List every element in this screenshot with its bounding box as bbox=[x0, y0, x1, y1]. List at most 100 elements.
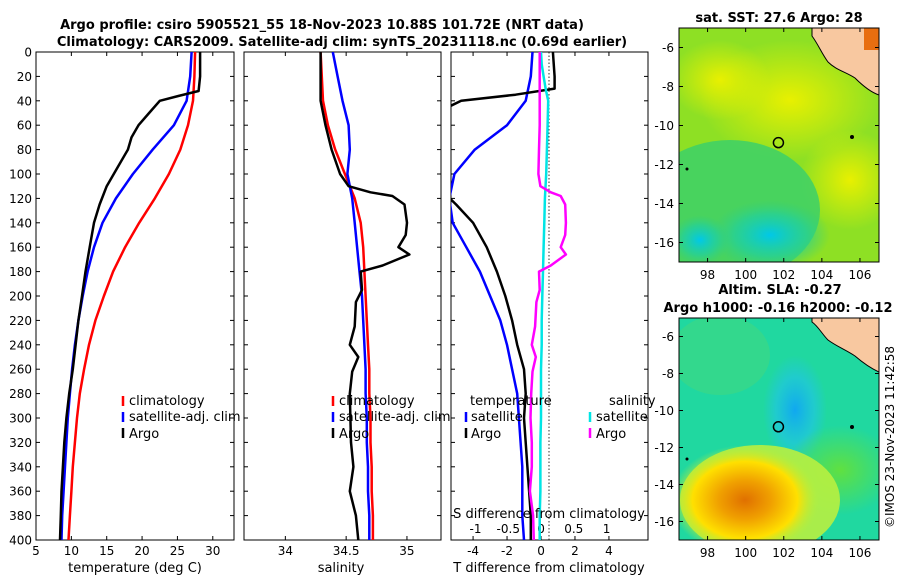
altimetry-map: Altim. SLA: -0.27 Argo h1000: -0.16 h200… bbox=[654, 283, 892, 560]
map-x-tick-label: 102 bbox=[772, 546, 795, 560]
altimetry-map-y-ticks: -6 -8 -10 -12 -14 -16 bbox=[654, 330, 879, 529]
altimetry-argo-position-marker bbox=[772, 421, 785, 433]
x-tick-label: 34.5 bbox=[333, 544, 360, 558]
map-x-tick-label: 100 bbox=[734, 546, 757, 560]
map-y-tick-label: -10 bbox=[654, 404, 674, 418]
map-y-tick-label: -6 bbox=[662, 330, 674, 344]
y-tick-label: 20 bbox=[17, 70, 32, 84]
altimetry-map-field bbox=[679, 318, 879, 540]
legend-satellite-label: satellite-adj. clim bbox=[129, 410, 241, 425]
legend-argo-label: Argo bbox=[339, 427, 369, 442]
sla-high-patch bbox=[679, 445, 820, 540]
sst-cold-patch bbox=[710, 200, 830, 262]
legend-s-argo-label: Argo bbox=[596, 427, 626, 442]
y-tick-label: 240 bbox=[9, 338, 32, 352]
salinity-x-label: salinity bbox=[318, 561, 365, 576]
salinity-axes-box bbox=[243, 51, 442, 541]
temperature-y-ticks: 0 20 40 60 80 100 120 140 160 180 200 220 240 260 280 3… bbox=[9, 46, 234, 548]
y-tick-label: 120 bbox=[9, 192, 32, 206]
series-line-salinity-argo bbox=[528, 52, 568, 540]
difference-top-ticks: -1 -0.5 0 0.5 1 bbox=[470, 522, 611, 536]
map-y-tick-label: -14 bbox=[654, 478, 674, 492]
x-tick-label: 0 bbox=[537, 544, 545, 558]
imos-timestamp: ©IMOS 23-Nov-2023 11:42:58 bbox=[883, 346, 897, 528]
sst-map-y-ticks: -6 -8 -10 -12 -14 -16 bbox=[654, 41, 879, 250]
series-line-argo bbox=[58, 52, 202, 540]
island-dot bbox=[685, 457, 689, 461]
sst-map: sat. SST: 27.6 Argo: 28 98 100 102 104 106 -… bbox=[654, 11, 880, 282]
y-tick-label: 160 bbox=[9, 241, 32, 255]
map-x-tick-label: 104 bbox=[810, 546, 833, 560]
map-y-tick-label: -14 bbox=[654, 197, 674, 211]
difference-top-label: S difference from climatology bbox=[453, 507, 645, 522]
temperature-panel: 0 20 40 60 80 100 120 140 160 180 200 220 240 260 280 3… bbox=[9, 46, 241, 577]
y-tick-label: 340 bbox=[9, 460, 32, 474]
difference-axes-box bbox=[450, 51, 649, 541]
y-tick-label: 360 bbox=[9, 485, 32, 499]
java-coastline bbox=[811, 318, 879, 373]
map-y-tick-label: -6 bbox=[662, 41, 674, 55]
legend-salinity-title: salinity bbox=[609, 394, 656, 409]
map-y-tick-label: -16 bbox=[654, 236, 674, 250]
series-line-climatology bbox=[319, 52, 375, 540]
figure-title-line2: Climatology: CARS2009. Satellite-adj cli… bbox=[57, 35, 627, 50]
x-tick-label: 4 bbox=[605, 544, 613, 558]
series-line-argo bbox=[319, 52, 411, 540]
x-tick-label: 25 bbox=[170, 544, 185, 558]
top-tick-label: 0.5 bbox=[564, 522, 583, 536]
difference-legend: temperature salinity satellite Argo sate… bbox=[464, 394, 656, 442]
island-dot bbox=[685, 167, 689, 171]
x-tick-label: 2 bbox=[571, 544, 579, 558]
temperature-series bbox=[58, 52, 202, 540]
sst-map-field bbox=[679, 28, 879, 262]
series-line-temperature-satellite bbox=[451, 52, 534, 540]
map-y-tick-label: -8 bbox=[662, 80, 674, 94]
map-x-tick-label: 106 bbox=[848, 268, 871, 282]
top-tick-label: -0.5 bbox=[497, 522, 520, 536]
map-x-tick-label: 98 bbox=[700, 268, 715, 282]
y-tick-label: 400 bbox=[9, 534, 32, 548]
sst-warm-patch bbox=[679, 40, 770, 120]
salinity-panel: 34 34.5 35 salinity climatology satellite-… bbox=[243, 51, 451, 576]
y-tick-label: 320 bbox=[9, 436, 32, 450]
y-tick-label: 260 bbox=[9, 363, 32, 377]
altimetry-map-x-ticks: 98 100 102 104 106 bbox=[700, 318, 871, 560]
y-tick-label: 200 bbox=[9, 290, 32, 304]
figure-title-line1: Argo profile: csiro 5905521_55 18-Nov-20… bbox=[60, 18, 584, 33]
island-dot bbox=[850, 135, 854, 139]
map-x-tick-label: 100 bbox=[734, 268, 757, 282]
y-tick-label: 40 bbox=[17, 94, 32, 108]
difference-x-label: T difference from climatology bbox=[452, 561, 645, 576]
altimetry-map-title-line1: Altim. SLA: -0.27 bbox=[718, 283, 841, 298]
island-dot bbox=[850, 425, 854, 429]
sst-argo-position-marker bbox=[772, 136, 785, 149]
map-y-tick-label: -12 bbox=[654, 158, 674, 172]
temperature-x-ticks: 5 10 15 20 25 30 bbox=[32, 52, 220, 558]
map-y-tick-label: -8 bbox=[662, 367, 674, 381]
temperature-x-label: temperature (deg C) bbox=[68, 561, 202, 576]
x-tick-label: 35 bbox=[399, 544, 414, 558]
y-tick-label: 300 bbox=[9, 412, 32, 426]
legend-argo-label: Argo bbox=[129, 427, 159, 442]
sst-hot-corner bbox=[864, 28, 879, 50]
series-line-climatology bbox=[67, 52, 197, 540]
altimetry-map-title-line2: Argo h1000: -0.16 h2000: -0.12 bbox=[663, 301, 892, 316]
y-tick-label: 380 bbox=[9, 509, 32, 523]
sst-map-title: sat. SST: 27.6 Argo: 28 bbox=[695, 11, 862, 26]
sst-map-x-ticks: 98 100 102 104 106 bbox=[700, 28, 871, 282]
y-tick-label: 100 bbox=[9, 168, 32, 182]
legend-temperature-title: temperature bbox=[470, 394, 552, 409]
map-x-tick-label: 102 bbox=[772, 268, 795, 282]
sst-map-frame bbox=[678, 27, 880, 263]
top-tick-label: 0 bbox=[537, 522, 545, 536]
salinity-x-ticks: 34 34.5 35 bbox=[278, 52, 415, 558]
map-y-tick-label: -12 bbox=[654, 441, 674, 455]
y-tick-label: 60 bbox=[17, 119, 32, 133]
java-coastline bbox=[811, 28, 879, 96]
legend-climatology-label: climatology bbox=[129, 394, 205, 409]
y-tick-label: 0 bbox=[24, 46, 32, 60]
map-x-tick-label: 98 bbox=[700, 546, 715, 560]
x-tick-label: 34 bbox=[278, 544, 293, 558]
series-line-satellite-adj-clim bbox=[331, 52, 371, 540]
salinity-series bbox=[319, 52, 411, 540]
